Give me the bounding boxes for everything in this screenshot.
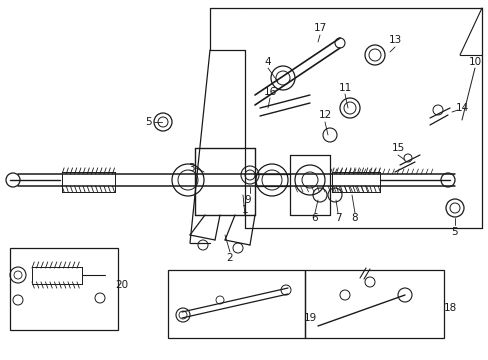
Text: 10: 10 (468, 57, 481, 67)
Text: 9: 9 (244, 195, 251, 205)
Text: 5: 5 (451, 227, 457, 237)
Bar (305, 270, 443, 338)
Text: 7: 7 (334, 213, 341, 223)
Text: 12: 12 (318, 110, 331, 120)
Text: 15: 15 (390, 143, 404, 153)
Text: 1: 1 (241, 205, 248, 215)
Text: 19: 19 (303, 313, 316, 323)
Text: 13: 13 (387, 35, 401, 45)
Text: 20: 20 (115, 280, 128, 290)
Text: 18: 18 (443, 303, 456, 313)
Text: 3: 3 (187, 163, 194, 173)
Text: 8: 8 (351, 213, 358, 223)
Text: 4: 4 (264, 57, 271, 67)
Text: 5: 5 (144, 117, 151, 127)
Text: 17: 17 (313, 23, 326, 33)
Bar (168, 270, 305, 338)
Text: 11: 11 (338, 83, 351, 93)
Text: 16: 16 (263, 87, 276, 97)
Bar (10, 248, 118, 330)
Text: 2: 2 (226, 253, 233, 263)
Text: 14: 14 (454, 103, 468, 113)
Text: 6: 6 (311, 213, 318, 223)
